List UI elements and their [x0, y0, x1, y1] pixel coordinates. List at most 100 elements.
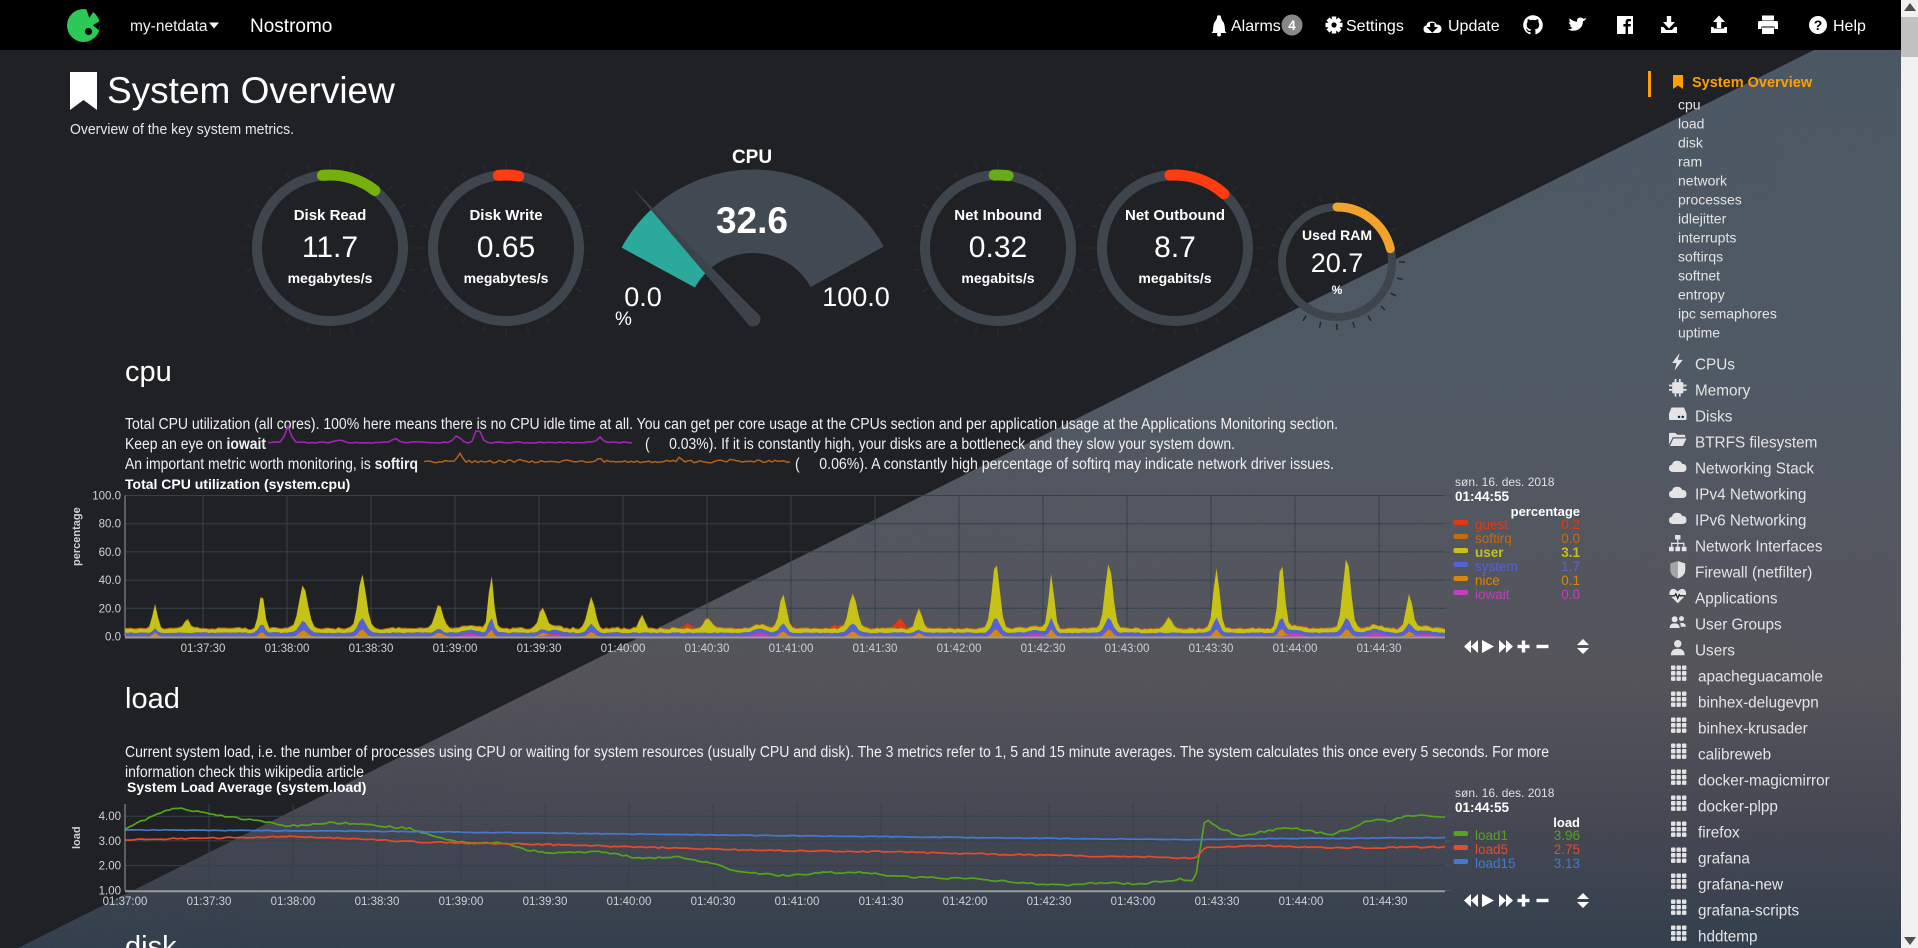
svg-text:2.00: 2.00 [99, 861, 121, 873]
svg-text:01:37:30: 01:37:30 [181, 643, 226, 655]
svg-text:Net Inbound: Net Inbound [954, 207, 1041, 224]
svg-text:BTRFS filesystem: BTRFS filesystem [1695, 435, 1817, 452]
svg-text:docker-magicmirror: docker-magicmirror [1698, 773, 1830, 790]
svg-text:01:38:00: 01:38:00 [271, 896, 316, 908]
svg-text:20.7: 20.7 [1311, 248, 1364, 278]
svg-text:user: user [1475, 545, 1504, 560]
svg-text:System Overview: System Overview [107, 70, 395, 111]
svg-text:3.13: 3.13 [1554, 856, 1580, 871]
svg-text:3.00: 3.00 [99, 836, 121, 848]
svg-text:100.0: 100.0 [822, 282, 890, 312]
svg-text:2.75: 2.75 [1554, 842, 1580, 857]
svg-text:?: ? [1814, 17, 1823, 33]
svg-text:load15: load15 [1475, 856, 1516, 871]
svg-text:cpu: cpu [1678, 97, 1701, 113]
svg-text:11.7: 11.7 [302, 231, 358, 264]
svg-text:01:41:30: 01:41:30 [859, 896, 904, 908]
svg-text:processes: processes [1678, 192, 1742, 208]
svg-text:An important metric worth moni: An important metric worth monitoring, is… [125, 456, 418, 473]
svg-text:load5: load5 [1475, 842, 1508, 857]
svg-text:3.1: 3.1 [1561, 545, 1580, 560]
svg-text:Applications: Applications [1695, 591, 1778, 608]
svg-text:01:37:00: 01:37:00 [103, 896, 148, 908]
svg-text:01:39:30: 01:39:30 [523, 896, 568, 908]
svg-text:nice: nice [1475, 573, 1500, 588]
svg-text:Overview of the key system met: Overview of the key system metrics. [70, 121, 294, 138]
svg-text:01:39:30: 01:39:30 [517, 643, 562, 655]
svg-text:0.65: 0.65 [477, 231, 535, 264]
svg-text:hddtemp: hddtemp [1698, 929, 1758, 946]
svg-text:softirq: softirq [1475, 531, 1512, 546]
svg-text:grafana-scripts: grafana-scripts [1698, 903, 1800, 920]
svg-text:01:40:00: 01:40:00 [601, 643, 646, 655]
svg-text:01:44:00: 01:44:00 [1273, 643, 1318, 655]
svg-text:100.0: 100.0 [92, 491, 121, 503]
svg-text:interrupts: interrupts [1678, 230, 1736, 246]
svg-text:my-netdata: my-netdata [130, 18, 208, 35]
svg-text:01:37:30: 01:37:30 [187, 896, 232, 908]
svg-text:CPUs: CPUs [1695, 357, 1735, 374]
svg-text:load: load [1553, 815, 1580, 830]
svg-text:20.0: 20.0 [99, 603, 121, 615]
svg-text:søn. 16. des. 2018: søn. 16. des. 2018 [1455, 475, 1555, 489]
svg-text:0.0: 0.0 [1561, 531, 1580, 546]
svg-text:Network Interfaces: Network Interfaces [1695, 539, 1823, 556]
svg-text:01:43:00: 01:43:00 [1105, 643, 1150, 655]
svg-text:3.96: 3.96 [1554, 828, 1580, 843]
svg-text:01:38:30: 01:38:30 [349, 643, 394, 655]
svg-text:01:42:00: 01:42:00 [937, 643, 982, 655]
svg-text:docker-plpp: docker-plpp [1698, 799, 1778, 816]
svg-text:01:41:30: 01:41:30 [853, 643, 898, 655]
svg-text:System Load Average (system.lo: System Load Average (system.load) [127, 779, 366, 795]
svg-text:ipc semaphores: ipc semaphores [1678, 306, 1777, 322]
svg-text:IPv4 Networking: IPv4 Networking [1695, 487, 1806, 504]
svg-text:01:41:00: 01:41:00 [775, 896, 820, 908]
svg-text:guest: guest [1475, 517, 1508, 532]
svg-text:calibreweb: calibreweb [1698, 747, 1771, 764]
svg-text:percentage: percentage [71, 507, 83, 566]
svg-text:01:44:00: 01:44:00 [1279, 896, 1324, 908]
svg-text:entropy: entropy [1678, 287, 1725, 303]
svg-text:megabytes/s: megabytes/s [464, 270, 549, 286]
svg-text:0.32: 0.32 [969, 231, 1027, 264]
svg-text:Keep an eye on iowait: Keep an eye on iowait [125, 436, 266, 453]
svg-text:grafana: grafana [1698, 851, 1750, 868]
svg-text:4: 4 [1288, 18, 1296, 33]
svg-text:01:39:00: 01:39:00 [433, 643, 478, 655]
svg-text:01:42:00: 01:42:00 [943, 896, 988, 908]
svg-text:1.7: 1.7 [1561, 559, 1580, 574]
svg-text:Current system load, i.e. the: Current system load, i.e. the number of … [125, 744, 1549, 761]
svg-text:8.7: 8.7 [1154, 231, 1196, 264]
svg-text:Memory: Memory [1695, 383, 1751, 400]
svg-text:0.0: 0.0 [624, 282, 662, 312]
svg-text:load: load [1678, 116, 1704, 132]
svg-text:01:40:30: 01:40:30 [691, 896, 736, 908]
svg-text:firefox: firefox [1698, 825, 1740, 842]
svg-text:0.0: 0.0 [1561, 587, 1580, 602]
svg-text:01:44:55: 01:44:55 [1455, 489, 1510, 504]
svg-text:1.00: 1.00 [99, 885, 121, 897]
svg-text:Networking Stack: Networking Stack [1695, 461, 1814, 478]
svg-text:softirqs: softirqs [1678, 249, 1723, 265]
svg-text:information check this wikiped: information check this wikipedia article [125, 764, 364, 781]
svg-text:uptime: uptime [1678, 325, 1720, 341]
svg-text:01:44:30: 01:44:30 [1357, 643, 1402, 655]
svg-text:network: network [1678, 173, 1728, 189]
svg-text:01:41:00: 01:41:00 [769, 643, 814, 655]
svg-text:percentage: percentage [1511, 504, 1580, 519]
svg-text:80.0: 80.0 [99, 519, 121, 531]
svg-text:Disks: Disks [1695, 409, 1733, 426]
svg-text:Firewall (netfilter): Firewall (netfilter) [1695, 565, 1812, 582]
svg-text:disk: disk [125, 931, 177, 948]
svg-text:IPv6 Networking: IPv6 Networking [1695, 513, 1806, 530]
svg-text:Net Outbound: Net Outbound [1125, 207, 1225, 224]
svg-text:iowait: iowait [1475, 587, 1510, 602]
svg-text:( 0.06%). A constantly hig: ( 0.06%). A constantly high percentage o… [795, 456, 1334, 473]
svg-text:System Overview: System Overview [1692, 75, 1813, 91]
svg-text:( 0.03%). If it is constan: ( 0.03%). If it is constantly high, your… [645, 436, 1235, 453]
svg-text:01:43:00: 01:43:00 [1111, 896, 1156, 908]
svg-text:0.1: 0.1 [1561, 573, 1580, 588]
svg-text:idlejitter: idlejitter [1678, 211, 1727, 227]
svg-text:CPU: CPU [732, 147, 772, 168]
svg-text:01:38:30: 01:38:30 [355, 896, 400, 908]
